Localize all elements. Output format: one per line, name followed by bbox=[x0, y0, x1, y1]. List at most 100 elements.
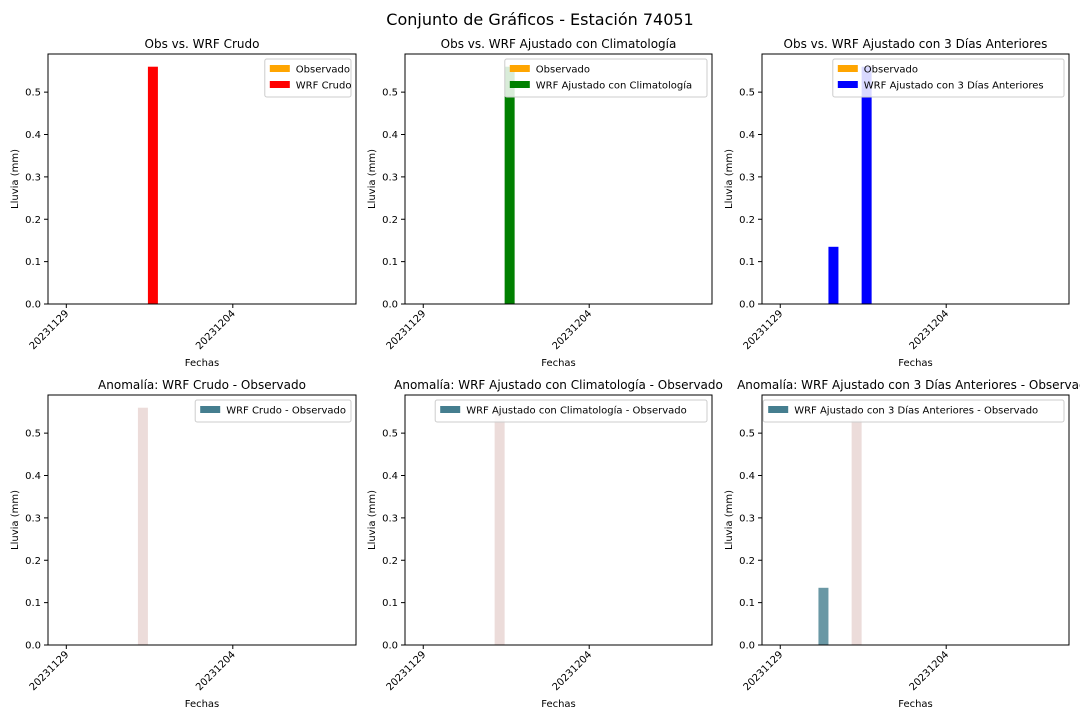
legend-box bbox=[504, 58, 708, 98]
y-tick-label: 0.2 bbox=[25, 215, 41, 226]
plot-frame bbox=[47, 394, 357, 646]
legend-label: WRF Ajustado con 3 Días Anteriores - Obs… bbox=[794, 405, 1038, 417]
y-tick-label: 0.5 bbox=[25, 88, 41, 99]
y-axis-label: Lluvia (mm) bbox=[724, 490, 735, 550]
y-tick-label: 0.1 bbox=[25, 257, 41, 268]
legend-swatch bbox=[768, 406, 789, 413]
figure-title: Conjunto de Gráficos - Estación 74051 bbox=[386, 10, 694, 29]
y-tick-label: 0.3 bbox=[739, 172, 755, 183]
y-tick-label: 0.5 bbox=[739, 88, 755, 99]
legend-box bbox=[434, 399, 708, 423]
x-tick-label: 20231129 bbox=[742, 308, 786, 352]
legend-swatch bbox=[509, 81, 530, 88]
y-tick-label: 0.4 bbox=[25, 130, 41, 141]
subplot-5: 0.0 0.1 0.2 0.3 0.4 0.5 20231129 20231204 Fechas… bbox=[367, 378, 723, 710]
plot-frame bbox=[761, 53, 1070, 305]
bar-1-2 bbox=[818, 587, 829, 645]
y-tick-label: 0.3 bbox=[739, 513, 755, 524]
y-tick-label: 0.0 bbox=[25, 300, 41, 311]
subplot-title: Anomalía: WRF Ajustado con Climatología … bbox=[394, 378, 723, 392]
subplot-title: Anomalía: WRF Ajustado con 3 Días Anteri… bbox=[737, 378, 1080, 392]
y-tick-label: 0.5 bbox=[739, 429, 755, 440]
legend-label: WRF Ajustado con 3 Días Anteriores bbox=[864, 80, 1044, 92]
y-tick-label: 0.4 bbox=[382, 130, 398, 141]
legend-label: WRF Crudo - Observado bbox=[226, 406, 346, 417]
y-tick-label: 0.4 bbox=[739, 471, 755, 482]
bar-2-3 bbox=[861, 66, 872, 305]
x-axis-label: Fechas bbox=[185, 699, 220, 710]
legend-swatch bbox=[269, 65, 290, 72]
bar-1-3 bbox=[137, 407, 148, 645]
y-axis-label: Lluvia (mm) bbox=[10, 149, 21, 209]
y-tick-label: 0.3 bbox=[25, 513, 41, 524]
y-tick-label: 0.0 bbox=[739, 641, 755, 652]
y-tick-label: 0.1 bbox=[382, 257, 398, 268]
x-tick-label: 20231129 bbox=[28, 308, 72, 352]
y-tick-label: 0.0 bbox=[25, 641, 41, 652]
x-tick-label: 20231204 bbox=[194, 308, 238, 352]
y-tick-label: 0.2 bbox=[739, 215, 755, 226]
x-axis-label: Fechas bbox=[541, 699, 576, 710]
legend-label: Observado bbox=[864, 65, 918, 76]
y-axis-label: Lluvia (mm) bbox=[367, 490, 378, 550]
plot-frame bbox=[47, 53, 357, 305]
x-tick-label: 20231204 bbox=[908, 649, 952, 693]
y-axis-label: Lluvia (mm) bbox=[367, 149, 378, 209]
legend-label: WRF Crudo bbox=[296, 81, 352, 92]
y-tick-label: 0.5 bbox=[382, 429, 398, 440]
x-tick-label: 20231129 bbox=[385, 308, 429, 352]
legend-swatch bbox=[837, 65, 858, 72]
plot-frame bbox=[404, 53, 713, 305]
subplot-1: 0.0 0.1 0.2 0.3 0.4 0.5 20231129 20231204 Fechas… bbox=[10, 37, 357, 369]
legend-swatch bbox=[200, 406, 221, 413]
subplot-2: 0.0 0.1 0.2 0.3 0.4 0.5 20231129 20231204 Fechas… bbox=[367, 37, 713, 369]
subplot-6: 0.0 0.1 0.2 0.3 0.4 0.5 20231129 20231204 Fechas… bbox=[724, 378, 1080, 710]
x-axis-label: Fechas bbox=[541, 358, 576, 369]
x-tick-label: 20231129 bbox=[28, 649, 72, 693]
y-tick-label: 0.4 bbox=[382, 471, 398, 482]
x-tick-label: 20231204 bbox=[194, 649, 238, 693]
y-tick-label: 0.1 bbox=[739, 257, 755, 268]
y-tick-label: 0.1 bbox=[739, 598, 755, 609]
y-tick-label: 0.2 bbox=[382, 215, 398, 226]
legend-label: Observado bbox=[536, 65, 590, 76]
y-tick-label: 0.2 bbox=[739, 556, 755, 567]
x-tick-label: 20231129 bbox=[385, 649, 429, 693]
x-tick-label: 20231129 bbox=[742, 649, 786, 693]
y-axis-label: Lluvia (mm) bbox=[10, 490, 21, 550]
x-tick-label: 20231204 bbox=[551, 649, 595, 693]
y-tick-label: 0.0 bbox=[382, 300, 398, 311]
y-tick-label: 0.5 bbox=[25, 429, 41, 440]
subplot-4: 0.0 0.1 0.2 0.3 0.4 0.5 20231129 20231204 Fechas… bbox=[10, 378, 357, 710]
subplot-title: Anomalía: WRF Crudo - Observado bbox=[98, 378, 306, 392]
y-tick-label: 0.3 bbox=[25, 172, 41, 183]
legend-box bbox=[762, 399, 1065, 423]
subplot-title: Obs vs. WRF Ajustado con 3 Días Anterior… bbox=[784, 37, 1048, 51]
legend-label: WRF Ajustado con Climatología - Observad… bbox=[466, 405, 687, 417]
bar-2-2 bbox=[828, 246, 839, 304]
y-tick-label: 0.4 bbox=[25, 471, 41, 482]
subplot-3: 0.0 0.1 0.2 0.3 0.4 0.5 20231129 20231204 Fechas… bbox=[724, 37, 1070, 369]
bar-2-3 bbox=[147, 66, 158, 305]
x-axis-label: Fechas bbox=[898, 358, 933, 369]
subplot-title: Obs vs. WRF Crudo bbox=[145, 37, 260, 51]
legend-box bbox=[194, 399, 352, 423]
y-tick-label: 0.1 bbox=[25, 598, 41, 609]
y-tick-label: 0.2 bbox=[25, 556, 41, 567]
y-tick-label: 0.3 bbox=[382, 172, 398, 183]
plot-frame bbox=[761, 394, 1070, 646]
y-tick-label: 0.1 bbox=[382, 598, 398, 609]
x-tick-label: 20231204 bbox=[908, 308, 952, 352]
legend-swatch bbox=[837, 81, 858, 88]
x-axis-label: Fechas bbox=[898, 699, 933, 710]
legend-swatch bbox=[509, 65, 530, 72]
x-axis-label: Fechas bbox=[185, 358, 220, 369]
legend-swatch bbox=[440, 406, 461, 413]
x-tick-label: 20231204 bbox=[551, 308, 595, 352]
y-tick-label: 0.2 bbox=[382, 556, 398, 567]
bar-1-3 bbox=[851, 407, 862, 645]
y-tick-label: 0.0 bbox=[382, 641, 398, 652]
bar-1-3 bbox=[494, 407, 505, 645]
bar-2-3 bbox=[504, 66, 515, 305]
